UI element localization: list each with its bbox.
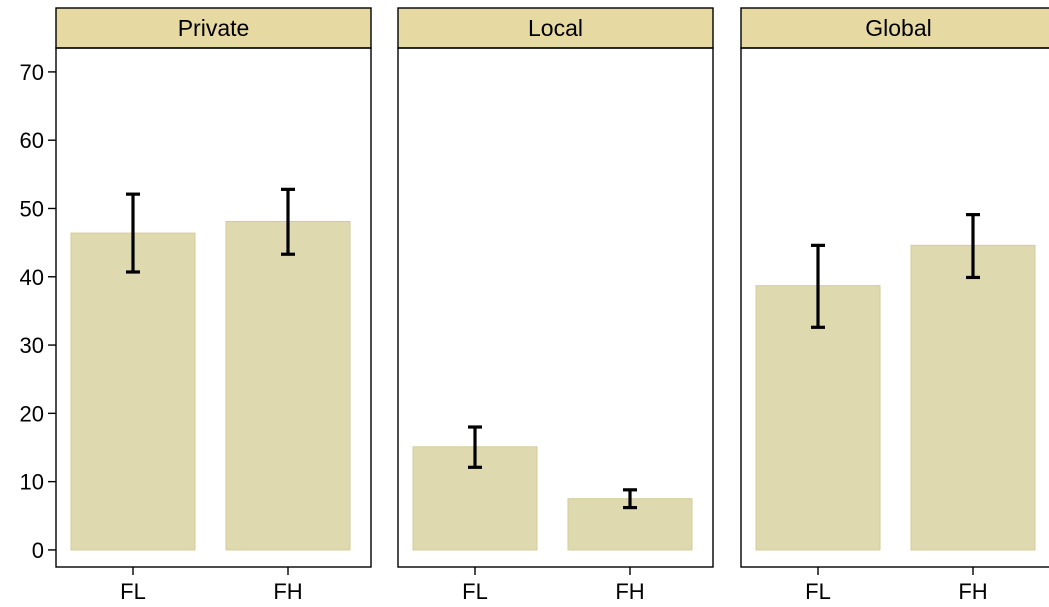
error-bar <box>281 187 295 256</box>
bar-fh <box>910 244 1036 551</box>
bar-fl <box>755 285 881 551</box>
x-tick-label: FL <box>462 579 488 604</box>
y-axis: 0 10 20 30 40 50 60 70 <box>20 60 56 563</box>
y-tick-label: 20 <box>20 401 44 426</box>
x-tick-label: FH <box>958 579 987 604</box>
y-tick-label: 40 <box>20 265 44 290</box>
error-bar <box>468 425 482 469</box>
error-bar <box>811 243 825 329</box>
panel-title: Local <box>528 15 583 41</box>
error-bar <box>126 192 140 274</box>
bar-fl <box>70 232 196 551</box>
panels: Private FL FH Local FL FH Global FL FH <box>55 7 1049 604</box>
panel-strip <box>740 7 1049 49</box>
panel-title: Private <box>178 15 250 41</box>
panel-frame <box>55 47 372 568</box>
x-tick-label: FL <box>120 579 146 604</box>
y-tick-label: 50 <box>20 196 44 221</box>
y-tick-label: 30 <box>20 333 44 358</box>
error-bar <box>623 488 637 510</box>
panel-frame <box>740 47 1049 568</box>
y-tick-label: 0 <box>32 538 44 563</box>
y-tick-label: 70 <box>20 60 44 85</box>
y-tick-label: 60 <box>20 128 44 153</box>
panel-title: Global <box>865 15 931 41</box>
y-tick-label: 10 <box>20 470 44 495</box>
panel-strip <box>397 7 714 49</box>
panel-private: Private FL FH <box>55 7 372 604</box>
panel-local: Local FL FH <box>397 7 714 604</box>
panel-strip <box>55 7 372 49</box>
panel-global: Global FL FH <box>740 7 1049 604</box>
x-tick-label: FH <box>615 579 644 604</box>
bar-fh <box>225 220 351 551</box>
error-bar <box>966 213 980 280</box>
x-tick-label: FL <box>805 579 831 604</box>
x-tick-label: FH <box>273 579 302 604</box>
panel-frame <box>397 47 714 568</box>
